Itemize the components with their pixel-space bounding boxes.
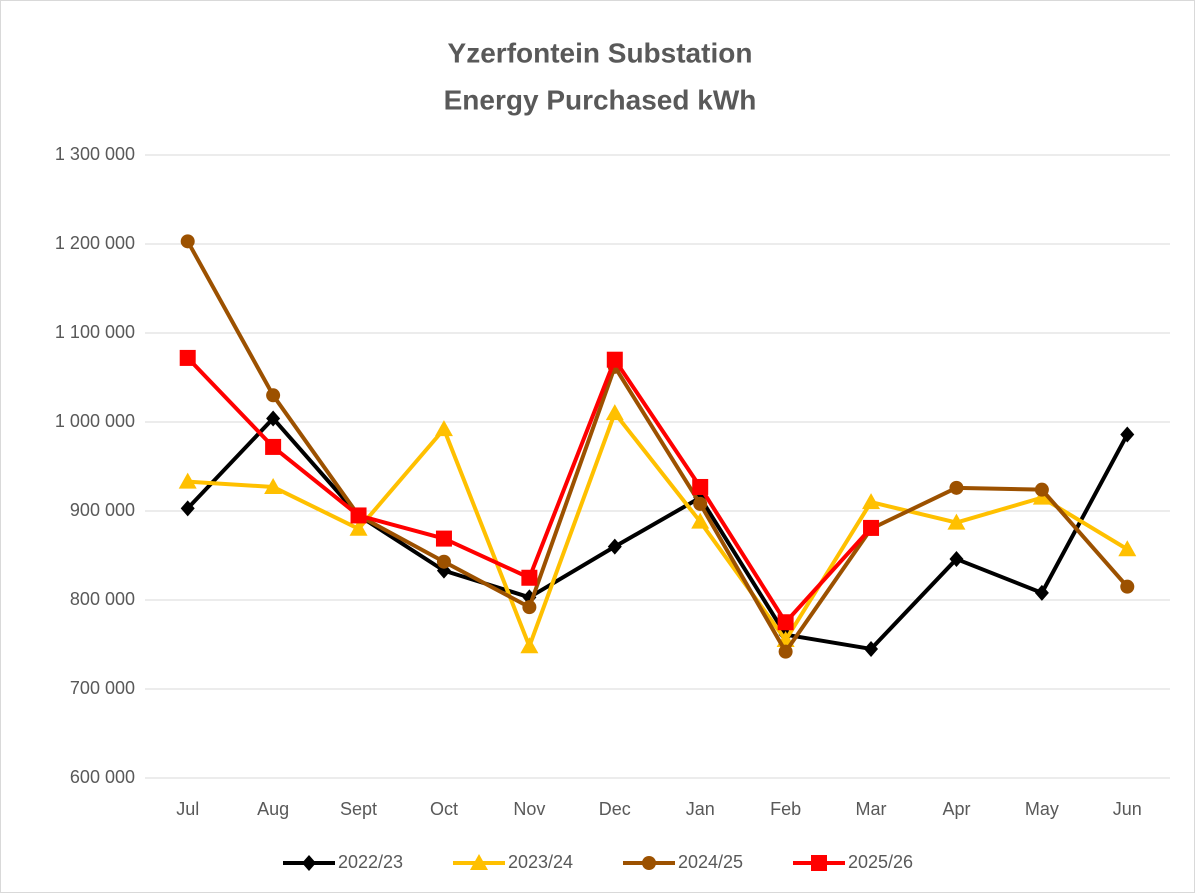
marker [521,569,538,586]
marker [178,472,197,489]
marker [266,410,281,427]
marker [863,519,880,536]
legend-label: 2025/26 [848,852,913,872]
x-tick-label: Sept [340,799,377,819]
marker [470,854,488,870]
x-tick-label: Mar [856,799,887,819]
marker [434,420,453,437]
marker [691,512,710,529]
marker [947,513,966,530]
legend-label: 2024/25 [678,852,743,872]
legend-label: 2023/24 [508,852,573,872]
chart-title: Energy Purchased kWh [444,84,757,115]
marker [520,637,539,654]
marker [350,507,367,524]
marker [436,554,451,569]
marker [1032,488,1051,505]
marker [692,478,709,495]
marker [811,855,827,871]
y-tick-label: 700 000 [70,678,135,698]
marker [264,477,283,494]
marker [642,856,656,870]
marker [1120,426,1135,443]
marker [522,600,537,615]
marker [1034,584,1049,601]
chart-title: Yzerfontein Substation [448,37,753,68]
marker [180,234,195,249]
x-tick-label: Jun [1113,799,1142,819]
x-tick-label: Feb [770,799,801,819]
x-tick-label: May [1025,799,1059,819]
marker [862,493,881,510]
y-tick-label: 1 100 000 [55,322,135,342]
marker [607,538,622,555]
marker [435,530,452,547]
marker [1120,579,1135,594]
marker [1118,540,1137,557]
series-line [187,411,1129,649]
marker [265,438,282,455]
series-line [186,416,1130,651]
legend-label: 2022/23 [338,852,403,872]
x-tick-label: Dec [599,799,631,819]
marker [949,551,964,568]
x-tick-label: Oct [430,799,458,819]
y-tick-label: 1 300 000 [55,144,135,164]
x-tick-label: Nov [513,799,545,819]
y-tick-label: 1 200 000 [55,233,135,253]
y-tick-label: 800 000 [70,589,135,609]
marker [606,351,623,368]
x-tick-label: Apr [942,799,970,819]
marker [605,404,624,421]
y-tick-label: 900 000 [70,500,135,520]
marker [180,500,195,517]
marker [949,480,964,495]
marker [179,349,196,366]
marker [1034,482,1049,497]
marker [266,388,281,403]
x-tick-label: Jul [176,799,199,819]
marker [777,614,794,631]
marker [864,640,879,657]
series-line [185,240,1129,654]
y-tick-label: 600 000 [70,767,135,787]
marker [693,496,708,511]
marker [778,644,793,659]
marker [349,519,368,536]
x-tick-label: Aug [257,799,289,819]
x-tick-label: Jan [686,799,715,819]
marker [302,855,316,871]
y-tick-label: 1 000 000 [55,411,135,431]
